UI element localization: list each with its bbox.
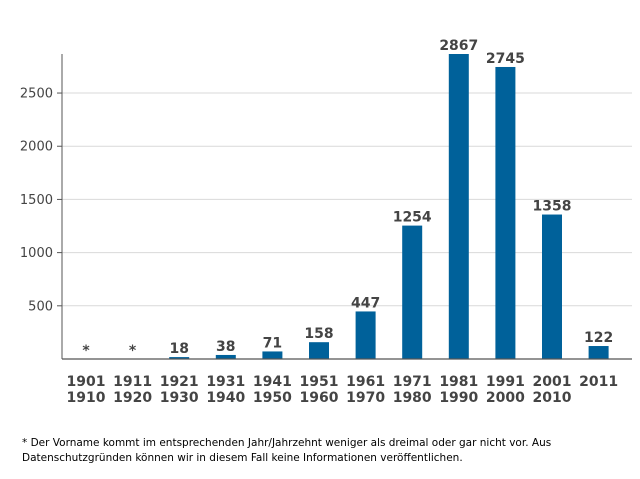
x-tick-label: 1970 <box>346 390 385 406</box>
x-tick-label: 1950 <box>253 390 292 406</box>
bar-chart: * * 18 38 71 158 447 1254 2867 2745 1358 122 500 100… <box>20 38 632 406</box>
value-labels: * * 18 38 71 158 447 1254 2867 2745 1358 122 <box>82 38 613 359</box>
data-label: * <box>129 343 137 359</box>
data-label: 158 <box>304 326 333 342</box>
x-tick-label: 1971 <box>393 374 432 390</box>
x-tick-label: 1931 <box>206 374 245 390</box>
x-tick-label: 1901 <box>67 374 106 390</box>
x-tick-label: 1921 <box>160 374 199 390</box>
y-tick-label: 500 <box>28 299 53 314</box>
x-tick-label: 1960 <box>300 390 339 406</box>
bar <box>448 54 469 359</box>
gridlines <box>62 92 632 307</box>
x-tick-label: 1961 <box>346 374 385 390</box>
x-tick-label: 1980 <box>393 390 432 406</box>
data-label: 1254 <box>393 210 432 226</box>
y-tick-label: 1500 <box>20 193 53 208</box>
x-tick-label: 1951 <box>300 374 339 390</box>
data-label: 122 <box>584 330 613 346</box>
x-tick-label: 2010 <box>533 390 572 406</box>
bar <box>402 225 423 359</box>
x-tick-label: 1911 <box>113 374 152 390</box>
x-tick-label: 1941 <box>253 374 292 390</box>
x-tick-label: 1920 <box>113 390 152 406</box>
data-label: 447 <box>351 295 380 311</box>
bar <box>495 66 516 359</box>
axes <box>61 54 632 360</box>
bar <box>262 351 283 359</box>
data-label: 38 <box>216 339 235 355</box>
bar <box>169 357 190 359</box>
x-tick-label: 1930 <box>160 390 199 406</box>
x-tick-label: 1940 <box>206 390 245 406</box>
data-label: * <box>82 343 90 359</box>
data-label: 18 <box>169 341 188 357</box>
data-label: 2745 <box>486 51 525 67</box>
x-tick-label: 1981 <box>439 374 478 390</box>
data-label: 2867 <box>439 38 478 54</box>
x-tick-label: 1910 <box>67 390 106 406</box>
y-tick-label: 1000 <box>20 246 53 261</box>
bars <box>169 54 609 359</box>
x-tick-label: 1991 <box>486 374 525 390</box>
x-tick-label: 2000 <box>486 390 525 406</box>
data-label: 71 <box>263 335 282 351</box>
footnote: * Der Vorname kommt im entsprechenden Ja… <box>22 437 552 464</box>
data-label: 1358 <box>533 199 572 215</box>
x-tick-label: 2001 <box>533 374 572 390</box>
x-tick-label: 1990 <box>439 390 478 406</box>
bar <box>355 311 376 359</box>
y-tick-label: 2500 <box>20 87 53 102</box>
y-tick-label: 2000 <box>20 140 53 155</box>
bar <box>542 214 562 359</box>
x-tick-label: 2011 <box>579 374 618 390</box>
bar <box>588 346 609 359</box>
bar <box>215 354 236 359</box>
y-tick-labels: 500 1000 1500 2000 2500 <box>20 87 62 314</box>
bar <box>309 342 329 359</box>
